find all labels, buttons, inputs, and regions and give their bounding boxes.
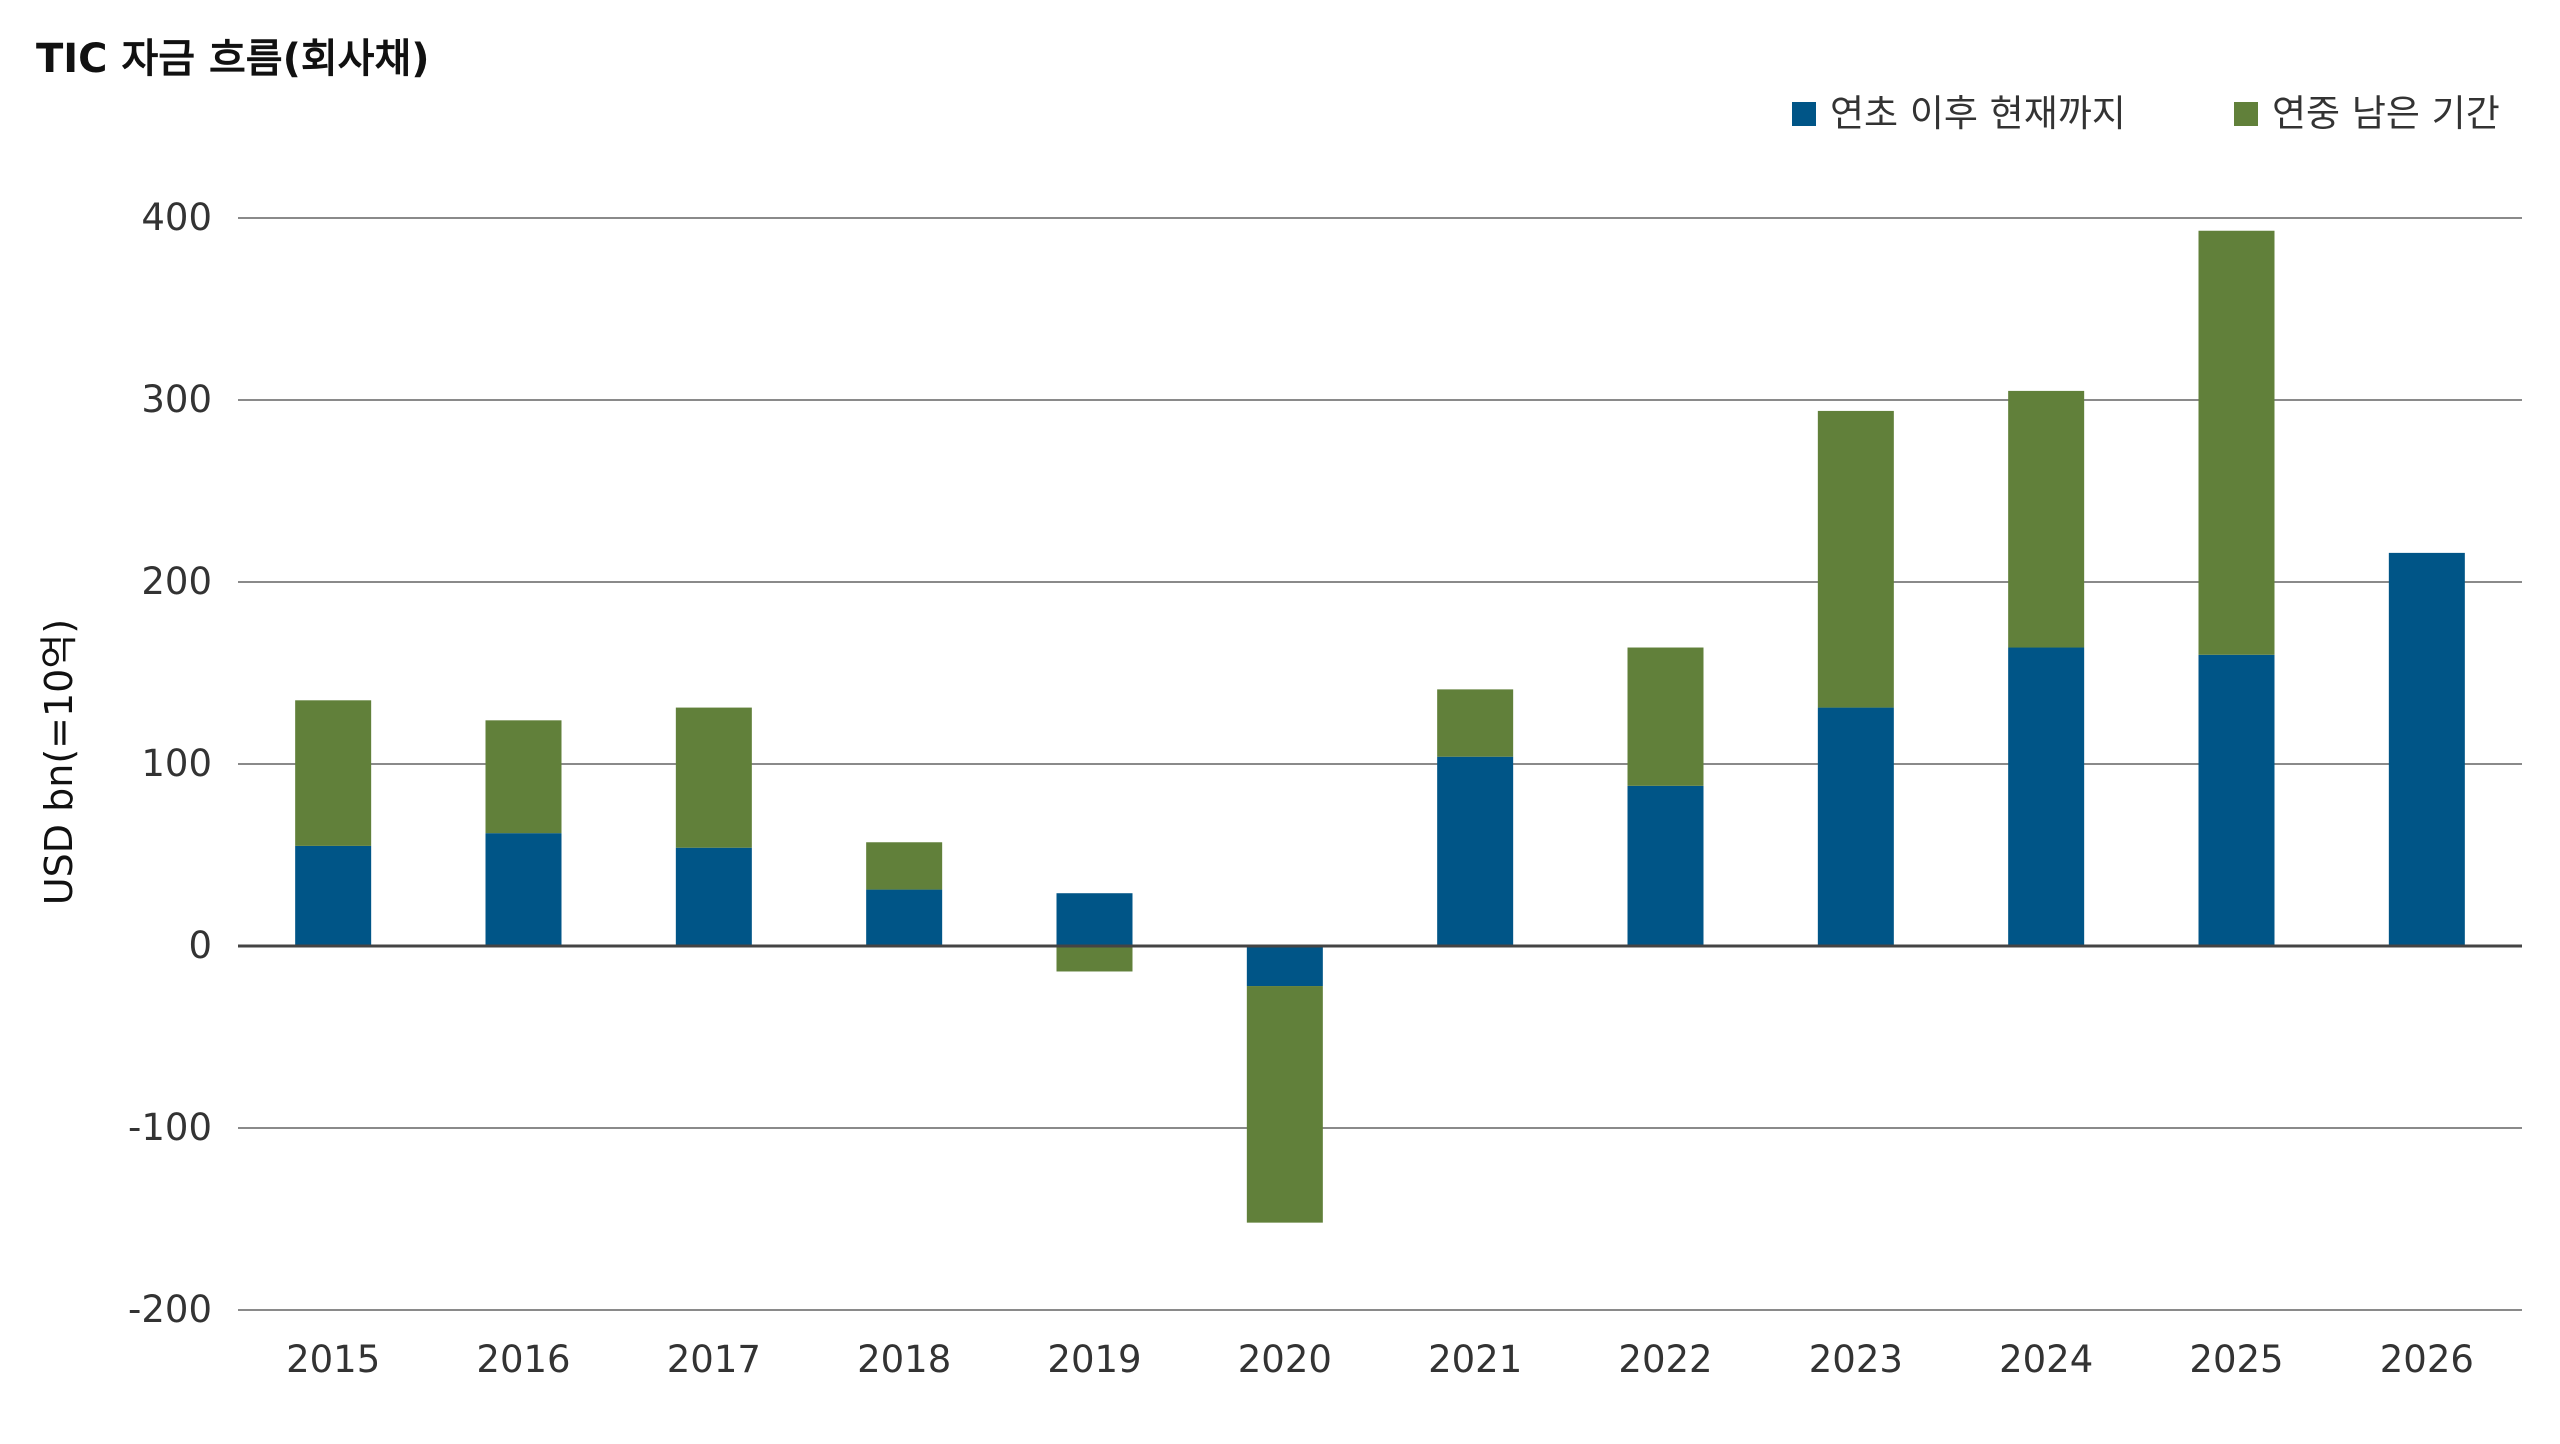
- bar-2015-remaining: [295, 700, 372, 846]
- x-tick-label: 2022: [1618, 1338, 1712, 1381]
- bar-2021-remaining: [1437, 689, 1514, 757]
- bar-2024-remaining: [2008, 390, 2085, 648]
- bar-2023-remaining: [1817, 410, 1894, 708]
- bar-2026-ytd: [2388, 552, 2465, 946]
- bar-2019-remaining: [1056, 946, 1133, 972]
- y-axis-ticks: 400 300 200 100 0 -100 -200: [128, 196, 212, 1331]
- legend-swatch-remaining: [2234, 102, 2258, 126]
- x-tick-label: 2018: [857, 1338, 951, 1381]
- bar-2025-ytd: [2198, 654, 2275, 946]
- bar-2016-ytd: [485, 833, 562, 946]
- x-tick-label: 2023: [1809, 1338, 1903, 1381]
- bar-2024-ytd: [2008, 647, 2085, 946]
- legend-swatch-ytd: [1792, 102, 1816, 126]
- bar-2025-remaining: [2198, 230, 2275, 655]
- bar-2016-remaining: [485, 720, 562, 834]
- x-tick-label: 2026: [2380, 1338, 2474, 1381]
- bar-2023-ytd: [1817, 707, 1894, 946]
- y-axis-label: USD bn(=10억): [37, 619, 81, 905]
- bar-2019-ytd: [1056, 893, 1133, 946]
- gridlines: [238, 217, 2522, 1311]
- bar-2018-ytd: [866, 889, 943, 946]
- bar-2017-remaining: [675, 707, 752, 848]
- x-tick-label: 2024: [1999, 1338, 2093, 1381]
- chart-title: TIC 자금 흐름(회사채): [36, 36, 430, 82]
- bar-2020-remaining: [1246, 986, 1323, 1223]
- y-tick-label: -200: [128, 1288, 212, 1331]
- bars: [295, 230, 2465, 1223]
- x-tick-label: 2017: [667, 1338, 761, 1381]
- x-axis-ticks: 2015 2016 2017 2018 2019 2020 2021 2022 2023 2024…: [286, 1338, 2474, 1381]
- y-tick-label: 300: [141, 378, 212, 421]
- bar-2020-ytd: [1246, 946, 1323, 987]
- bar-2018-remaining: [866, 842, 943, 890]
- x-tick-label: 2015: [286, 1338, 380, 1381]
- y-tick-label: 0: [188, 924, 212, 967]
- bar-2022-ytd: [1627, 785, 1704, 946]
- y-tick-label: 100: [141, 742, 212, 785]
- x-tick-label: 2025: [2189, 1338, 2283, 1381]
- legend-label-ytd: 연초 이후 현재까지: [1830, 92, 2126, 135]
- x-tick-label: 2021: [1428, 1338, 1522, 1381]
- y-tick-label: 200: [141, 560, 212, 603]
- x-tick-label: 2019: [1047, 1338, 1141, 1381]
- legend: 연초 이후 현재까지 연중 남은 기간: [1792, 92, 2500, 135]
- legend-label-remaining: 연중 남은 기간: [2272, 92, 2500, 135]
- bar-2021-ytd: [1437, 756, 1514, 946]
- x-tick-label: 2016: [476, 1338, 570, 1381]
- bar-2015-ytd: [295, 845, 372, 946]
- x-tick-label: 2020: [1238, 1338, 1332, 1381]
- y-tick-label: -100: [128, 1106, 212, 1149]
- bar-2017-ytd: [675, 847, 752, 946]
- bar-2022-remaining: [1627, 647, 1704, 786]
- y-tick-label: 400: [141, 196, 212, 239]
